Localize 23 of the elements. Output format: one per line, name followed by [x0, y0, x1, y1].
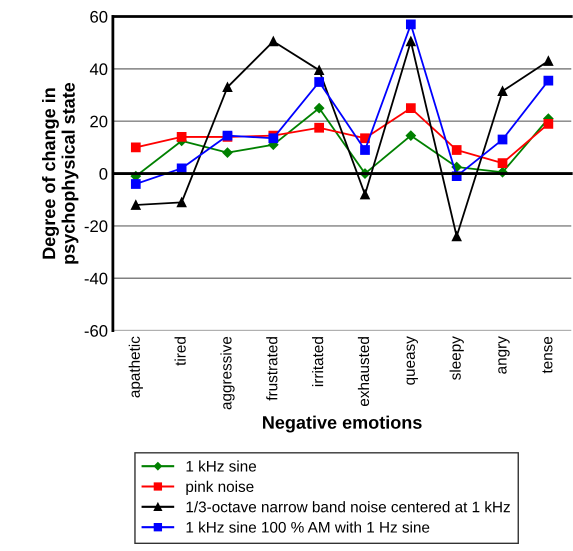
legend-label: 1 kHz sine 100 % AM with 1 Hz sine — [186, 521, 430, 533]
y-tick-label: -60 — [84, 325, 108, 337]
x-tick-label: apathetic — [128, 336, 143, 398]
x-tick-label: sleepy — [450, 336, 464, 380]
x-tick-label: tense — [542, 336, 552, 374]
y-tick-label: 40 — [90, 63, 108, 76]
legend-label: 1 kHz sine — [186, 460, 256, 472]
y-tick-label: -40 — [84, 272, 108, 284]
x-tick-label: tired — [174, 337, 186, 366]
x-tick-label: angry — [498, 336, 510, 374]
x-axis-title: Negative emotions — [263, 416, 422, 432]
legend-label: pink noise — [186, 480, 254, 496]
y-tick-label: 60 — [90, 10, 108, 23]
x-tick-label: aggressive — [220, 336, 235, 410]
x-tick-label: frustrated — [266, 337, 278, 400]
y-tick-label: 20 — [90, 116, 108, 128]
x-tick-label: exhausted — [358, 337, 370, 406]
legend-label: 1/3-octave narrow band noise centered at 1 kHz — [186, 501, 510, 512]
x-tick-label: queasy — [406, 336, 418, 385]
y-tick-label: 0 — [99, 168, 108, 180]
x-tick-label: irritated — [312, 337, 324, 386]
y-axis-title: Degree of change in psychophysical state — [42, 82, 78, 264]
y-tick-label: -20 — [84, 220, 108, 232]
